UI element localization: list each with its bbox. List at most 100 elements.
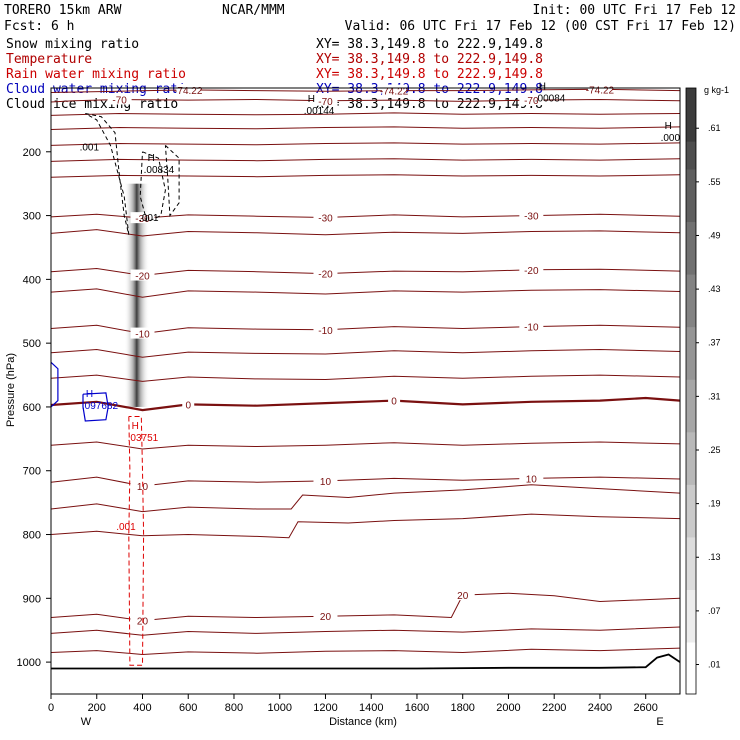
freezing-level-contour [50,396,681,412]
temperature-contour [50,142,681,146]
contour-label-bg [313,211,338,223]
field-xy: XY= 38.3,149.8 to 222.9,149.8 [316,82,543,97]
annotation-value: .001 [139,213,159,224]
colorbar-label: .13 [708,552,721,562]
annotation-value: .00834 [144,165,175,176]
colorbar-unit: g kg-1 [704,85,729,95]
field-name: Rain water mixing ratio [6,67,186,82]
temperature-contour [50,647,681,656]
contour-label-bg [313,610,338,622]
contour-label-bg [313,94,338,106]
temperature-contour [50,348,681,358]
snow-dashed-contour [85,113,130,235]
contour-label: -20 [135,272,150,283]
x-tick-label: 1800 [450,702,474,714]
contour-label: -70 [112,95,127,106]
field-xy: XY= 38.3,149.8 to 222.9,149.8 [316,97,543,112]
field-name: Snow mixing ratio [6,37,139,52]
y-tick-label: 800 [23,530,41,542]
annotation-high-marker: H [308,94,315,105]
contour-label-bg [313,323,338,335]
colorbar-segment [686,115,696,170]
y-tick-label: 400 [23,274,41,286]
colorbar-label: .25 [708,445,721,455]
cloud-water-contour [82,392,109,422]
contour-label: -70 [524,96,539,107]
annotation-high-marker: H [539,81,546,92]
contour-label: -74.22 [380,87,409,98]
x-tick-label: 800 [225,702,243,714]
y-tick-label: 1000 [17,657,41,669]
colorbar-segment [686,378,696,433]
y-axis-title: Pressure (hPa) [5,353,17,427]
contour-label: -70 [318,97,333,108]
temperature-contour [50,288,681,298]
contour-label-bg [519,94,544,106]
y-tick-label: 600 [23,402,41,414]
colorbar-label: .19 [708,499,721,509]
x-axis-title: Distance (km) [329,716,397,728]
colorbar-segment [686,641,696,694]
colorbar-label: .07 [708,606,721,616]
freezing-level-label: 0 [185,400,191,411]
contour-label-bg [176,83,201,95]
field-xy: XY= 38.3,149.8 to 222.9,149.8 [316,37,543,52]
annotation-value: .000 [661,133,681,144]
contour-label: -30 [524,212,539,223]
x-tick-label: 2200 [542,702,566,714]
x-tick-label: 2000 [496,702,520,714]
contour-label: -10 [524,323,539,334]
model-label: TORERO 15km ARW [4,3,122,18]
snow-dashed-contour [139,151,166,223]
field-name: Temperature [6,52,92,67]
contour-label-bg [182,398,195,410]
colorbar-segment [686,88,696,142]
x-tick-label: 600 [179,702,197,714]
colorbar-label: .31 [708,391,721,401]
temperature-contour [50,441,681,450]
annotation-value: .00084 [535,93,566,104]
x-tick-label: 0 [48,702,54,714]
forecast-label: Fcst: 6 h [4,19,74,34]
field-xy: XY= 38.3,149.8 to 222.9,149.8 [316,52,543,67]
x-tick-label: 1600 [405,702,429,714]
contour-label-bg [519,263,544,275]
x-tick-label: 1000 [267,702,291,714]
annotation-value: .00144 [304,106,335,117]
contour-label-bg [107,93,132,105]
annotation-value: .001 [116,522,136,533]
freezing-level-label: 0 [391,397,397,408]
contour-label-bg [313,474,338,486]
field-name: Cloud ice mixing ratio [6,97,178,112]
annotation-value: .03751 [128,433,159,444]
annotation-high-marker: H [86,389,93,400]
org-label: NCAR/MMM [222,3,285,18]
contour-label: -74.22 [586,85,615,96]
contour-label: -30 [318,213,333,224]
plot-frame [50,87,681,695]
contour-label: 20 [320,612,332,623]
temperature-contour [50,374,681,382]
plot-area: -74.22 -74.22 -74.22 -70 -70 -70 -30 -30 -30 -20 -… [50,81,681,670]
east-label: E [656,716,663,728]
field-list: Snow mixing ratio XY= 38.3,149.8 to 222.9… [6,37,543,112]
west-label: W [81,716,92,728]
colorbar-label: .43 [708,284,721,294]
temperature-contour [50,174,681,178]
colorbar: .01 .07 .13 .19 .25 .31 .37 .43 .49 .55 .61 [685,87,721,695]
annotation-high-marker: H [148,153,155,164]
field-xy: XY= 38.3,149.8 to 222.9,149.8 [316,67,543,82]
colorbar-segment [686,326,696,380]
contour-label-bg [587,83,612,95]
contour-label-bg [130,327,155,339]
annotation-high-marker: H [132,421,139,432]
y-axis: 200 300 400 500 600 700 800 900 1000 [17,147,51,669]
contour-label-bg [450,589,475,601]
y-tick-label: 500 [23,338,41,350]
contour-label-bg [313,267,338,279]
colorbar-segment [686,431,696,485]
temperature-contour [50,158,681,162]
temperature-contour [50,484,681,513]
temperature-contour [50,126,681,130]
